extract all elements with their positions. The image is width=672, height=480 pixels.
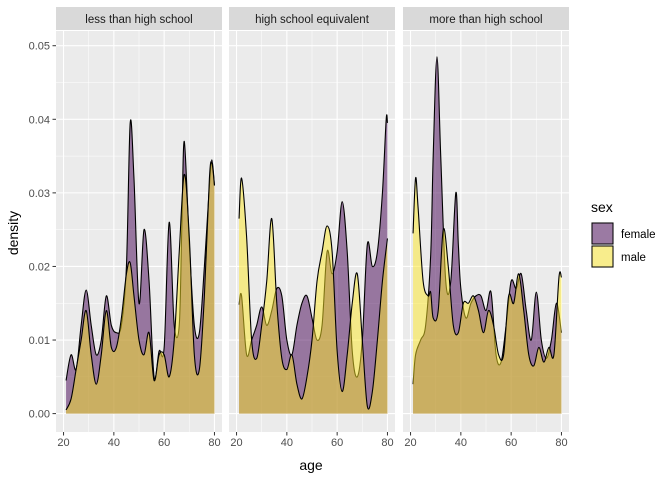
x-tick-label: 60 [331,437,343,449]
legend-title: sex [591,199,613,215]
x-tick-label: 80 [208,437,220,449]
x-tick-label: 40 [455,437,467,449]
legend-label: female [621,229,656,241]
y-axis-title: density [5,211,21,255]
legend-keys: female male [591,222,656,268]
legend: sex female male [591,199,656,268]
facet-strip [229,7,395,30]
legend-entry-male: male [591,245,646,268]
y-tick-label: 0.05 [29,41,50,53]
x-tick-label: 40 [108,437,120,449]
facet-strip [56,7,222,30]
axis-layer: 20 40 60 80 20 40 60 80 20 40 60 80 0.00 0.01 0.02 0.03… [29,41,568,449]
y-tick-label: 0.00 [29,409,50,421]
density-line-male [238,177,388,410]
density-area-male [413,177,562,414]
facet-panel-3: more than high school [403,7,569,432]
y-tick-label: 0.01 [29,335,50,347]
x-tick-label: 60 [158,437,170,449]
density-line-male [65,161,215,411]
facet-panel-2: high school equivalent [229,7,395,432]
x-tick-label: 80 [381,437,393,449]
density-area-male [66,161,215,414]
y-tick-label: 0.03 [29,188,50,200]
density-line-female [412,56,562,385]
x-tick-label: 80 [555,437,567,449]
x-tick-label: 20 [230,437,242,449]
facet-strip [403,7,569,30]
legend-key-swatch [591,222,614,245]
y-tick-label: 0.02 [29,261,50,273]
facet-strip-label: less than high school [85,14,192,26]
legend-key-swatch [591,245,614,268]
legend-label: male [621,252,646,264]
x-tick-label: 20 [57,437,69,449]
x-axis-title: age [299,457,323,473]
x-tick-label: 40 [281,437,293,449]
y-tick-label: 0.04 [29,114,50,126]
density-line-male [412,176,562,367]
density-area-male [239,177,388,414]
facet-strip-label: high school equivalent [255,14,370,26]
panels-layer: less than high school high school equival… [56,7,569,432]
facet-strip-label: more than high school [429,14,542,26]
x-tick-label: 60 [505,437,517,449]
x-tick-label: 20 [404,437,416,449]
facet-panel-1: less than high school [56,7,222,432]
legend-entry-female: female [591,222,656,245]
